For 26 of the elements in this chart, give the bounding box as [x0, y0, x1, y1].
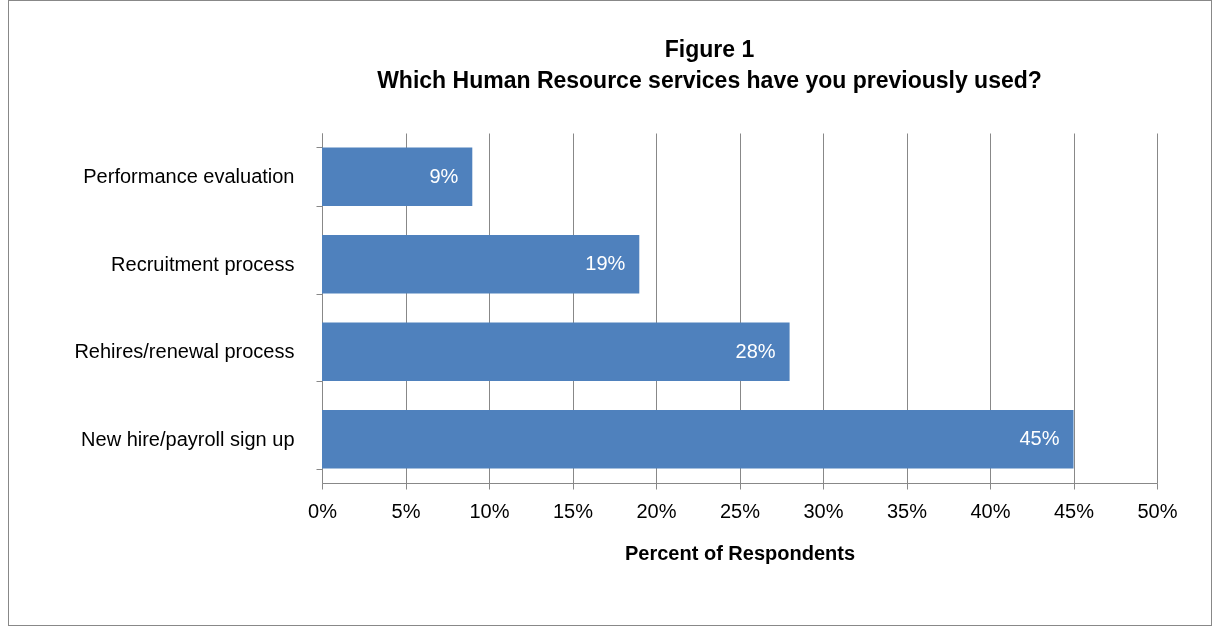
- bar: [322, 234, 640, 294]
- x-tick-label: 45%: [1053, 499, 1095, 522]
- data-label: 9%: [429, 164, 459, 187]
- x-tick-label: 10%: [469, 499, 510, 522]
- bar: [322, 409, 1074, 469]
- x-tick-label: 50%: [1137, 499, 1178, 522]
- x-tick-label: 15%: [552, 499, 594, 522]
- x-tick-label: 25%: [719, 499, 761, 522]
- y-tick-label: Rehires/renewal process: [74, 340, 295, 363]
- x-axis-title: Percent of Respondents: [624, 541, 856, 564]
- y-tick-label: New hire/payroll sign up: [81, 427, 295, 450]
- x-tick-label: 20%: [636, 499, 677, 522]
- data-label: 45%: [1019, 427, 1060, 450]
- y-tick-label: Recruitment process: [111, 252, 295, 275]
- x-tick-label: 35%: [886, 499, 928, 522]
- bar: [322, 322, 790, 382]
- x-tick-label: 30%: [803, 499, 844, 522]
- data-label: 28%: [735, 339, 776, 362]
- x-tick-label: 40%: [970, 499, 1011, 522]
- x-tick-label: 0%: [308, 499, 338, 522]
- x-tick-label: 5%: [391, 499, 421, 522]
- chart-title: Figure 1: [664, 36, 755, 62]
- bar: [322, 147, 473, 207]
- chart-subtitle: Which Human Resource services have you previously used?: [377, 67, 1042, 93]
- y-tick-label: Performance evaluation: [83, 165, 295, 188]
- data-label: 19%: [585, 252, 626, 275]
